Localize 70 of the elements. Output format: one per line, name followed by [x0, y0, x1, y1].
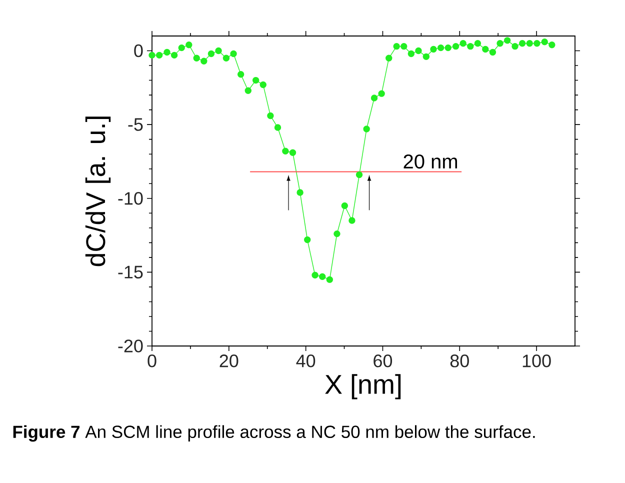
x-tick-label: 40 [296, 354, 316, 368]
point [237, 71, 244, 78]
point [326, 276, 334, 283]
y-axis-title: dC/dV [a. u.] [85, 116, 111, 266]
point [363, 126, 370, 132]
point [400, 42, 408, 50]
point [437, 44, 444, 52]
point [274, 124, 282, 131]
point [186, 42, 192, 48]
point [496, 40, 504, 47]
point [260, 81, 266, 88]
y-tick-label: -10 [118, 192, 143, 205]
x-tick-label: 60 [374, 354, 392, 368]
point [460, 40, 466, 47]
point [252, 76, 260, 84]
y-tick-label: -5 [128, 118, 143, 131]
point [208, 50, 215, 58]
point [422, 53, 430, 60]
point [386, 54, 392, 62]
point [334, 230, 340, 238]
point [304, 236, 311, 244]
y-tick-label: -15 [118, 266, 143, 278]
point [370, 94, 378, 102]
point [393, 42, 400, 50]
point [178, 44, 185, 52]
point [215, 47, 222, 54]
point [170, 52, 178, 59]
point [444, 44, 452, 52]
point [534, 40, 540, 47]
point [267, 112, 274, 120]
point [289, 149, 296, 156]
point [541, 38, 548, 46]
point [467, 42, 474, 50]
point [296, 189, 304, 196]
point [452, 42, 460, 50]
y-tick-label: -20 [118, 340, 143, 352]
point [319, 273, 326, 280]
point [430, 46, 437, 53]
point [474, 40, 482, 47]
point [504, 37, 511, 44]
point [356, 171, 363, 178]
x-tick-label: 100 [522, 354, 551, 368]
x-tick-label: 0 [148, 354, 156, 368]
point [548, 42, 556, 48]
y-tick-label: 0 [134, 44, 143, 58]
point [222, 54, 230, 62]
point [378, 90, 385, 97]
point [164, 48, 170, 56]
point [341, 202, 348, 210]
point [156, 52, 163, 59]
point [489, 48, 496, 56]
x-tick-label: 20 [220, 354, 238, 368]
point [512, 42, 518, 50]
point [526, 40, 533, 47]
point [230, 50, 237, 58]
point [244, 87, 252, 94]
point [282, 148, 289, 154]
point [482, 46, 489, 53]
text: Figure 7 An SCM line profile across a NC 50 nm below the surface. [13, 425, 535, 442]
point [312, 272, 318, 278]
point [408, 50, 415, 58]
point [518, 40, 526, 47]
point [193, 54, 200, 62]
x-tick-label: 80 [450, 354, 469, 368]
x-axis-title: X [nm] [325, 374, 401, 400]
point [415, 47, 422, 54]
point [200, 58, 208, 64]
series-label: 20 nm [404, 154, 458, 169]
point [348, 217, 356, 224]
point [148, 52, 156, 59]
